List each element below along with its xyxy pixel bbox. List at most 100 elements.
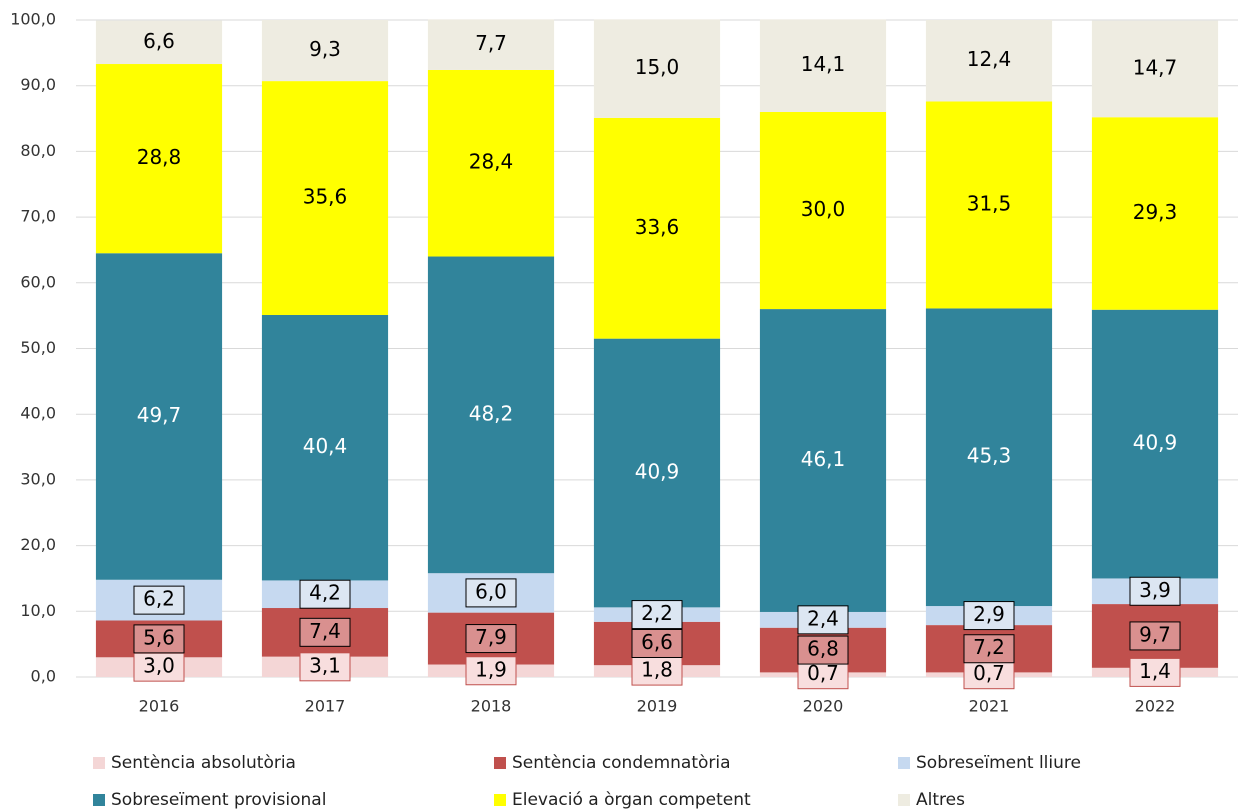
label-box	[1129, 621, 1181, 651]
data-label: 6,2	[143, 587, 175, 611]
data-label: 31,5	[967, 191, 1012, 215]
y-tick-label: 0,0	[31, 667, 56, 686]
bar-segment	[593, 19, 721, 118]
data-label: 9,3	[309, 37, 341, 61]
label-box	[1129, 657, 1181, 687]
bar-segment	[759, 309, 887, 612]
data-label: 0,7	[807, 661, 839, 685]
label-box	[133, 585, 185, 615]
data-label: 9,7	[1139, 622, 1171, 646]
label-box	[133, 652, 185, 682]
x-tick-label: 2017	[305, 697, 346, 716]
data-label: 7,9	[475, 625, 507, 649]
label-box	[963, 660, 1015, 690]
x-tick-label: 2016	[139, 697, 180, 716]
data-label: 3,0	[143, 654, 175, 678]
data-label: 48,2	[469, 401, 514, 425]
data-label: 15,0	[635, 55, 680, 79]
data-label: 45,3	[967, 444, 1012, 468]
bar-segment	[427, 256, 555, 574]
data-label: 0,7	[973, 661, 1005, 685]
data-label: 14,7	[1133, 55, 1178, 79]
x-tick-label: 2021	[969, 697, 1010, 716]
data-label: 3,9	[1139, 578, 1171, 602]
y-tick-label: 90,0	[20, 75, 56, 94]
bar-segment	[261, 81, 389, 315]
data-label: 6,8	[807, 637, 839, 661]
label-box	[963, 634, 1015, 664]
bar-segment	[759, 111, 887, 310]
bar-segment	[95, 64, 223, 254]
data-label: 46,1	[801, 447, 846, 471]
data-label: 6,6	[143, 29, 175, 53]
data-label: 28,4	[469, 150, 514, 174]
y-tick-label: 20,0	[20, 535, 56, 554]
data-label: 29,3	[1133, 200, 1178, 224]
bar-segment	[1091, 20, 1219, 118]
data-label: 49,7	[137, 403, 182, 427]
data-label: 40,9	[635, 460, 680, 484]
y-tick-label: 60,0	[20, 272, 56, 291]
legend-label: Sobreseïment lliure	[916, 753, 1081, 773]
bar-segment	[95, 20, 223, 65]
label-box	[797, 605, 849, 635]
data-label: 6,6	[641, 630, 673, 654]
data-label: 14,1	[801, 52, 846, 76]
bar-segment	[1091, 117, 1219, 310]
x-tick-label: 2019	[637, 697, 678, 716]
data-label: 40,9	[1133, 431, 1178, 455]
data-label: 2,2	[641, 601, 673, 625]
label-box	[797, 635, 849, 665]
data-label: 35,6	[303, 185, 348, 209]
data-label: 4,2	[309, 581, 341, 605]
bar-segment	[925, 308, 1053, 607]
bar-segment	[427, 69, 555, 257]
label-box	[465, 656, 517, 686]
bar-segment	[261, 20, 389, 82]
bar-segment	[593, 117, 721, 339]
y-tick-label: 50,0	[20, 338, 56, 357]
legend-swatch	[93, 794, 105, 806]
data-label: 1,8	[641, 658, 673, 682]
label-box	[465, 578, 517, 608]
bar-segment	[427, 19, 555, 70]
x-tick-label: 2018	[471, 697, 512, 716]
data-label: 33,6	[635, 215, 680, 239]
label-box	[299, 579, 351, 609]
data-label: 1,9	[475, 657, 507, 681]
data-label: 7,7	[475, 31, 507, 55]
x-tick-label: 2020	[803, 697, 844, 716]
legend-label: Altres	[916, 790, 965, 810]
label-box	[299, 617, 351, 647]
y-tick-label: 30,0	[20, 469, 56, 488]
data-label: 2,4	[807, 606, 839, 630]
label-box	[299, 652, 351, 682]
bar-segment	[759, 19, 887, 112]
legend-swatch	[494, 794, 506, 806]
legend-swatch	[898, 757, 910, 769]
label-box	[465, 624, 517, 654]
label-box	[133, 624, 185, 654]
bar-segment	[1091, 309, 1219, 579]
legend-label: Sentència condemnatòria	[512, 753, 731, 773]
data-label: 30,0	[801, 197, 846, 221]
data-label: 3,1	[309, 653, 341, 677]
bar-segment	[925, 101, 1053, 309]
y-tick-label: 100,0	[10, 10, 56, 29]
x-tick-label: 2022	[1135, 697, 1176, 716]
data-label: 5,6	[143, 625, 175, 649]
bar-segment	[593, 338, 721, 608]
legend-swatch	[494, 757, 506, 769]
y-tick-label: 70,0	[20, 207, 56, 226]
data-label: 6,0	[475, 579, 507, 603]
data-label: 12,4	[967, 47, 1012, 71]
data-label: 7,2	[973, 635, 1005, 659]
y-tick-label: 40,0	[20, 404, 56, 423]
y-tick-label: 80,0	[20, 141, 56, 160]
legend-label: Sobreseïment provisional	[111, 790, 326, 810]
data-label: 1,4	[1139, 659, 1171, 683]
y-tick-label: 10,0	[20, 601, 56, 620]
data-label: 40,4	[303, 434, 348, 458]
legend-label: Sentència absolutòria	[111, 753, 296, 773]
